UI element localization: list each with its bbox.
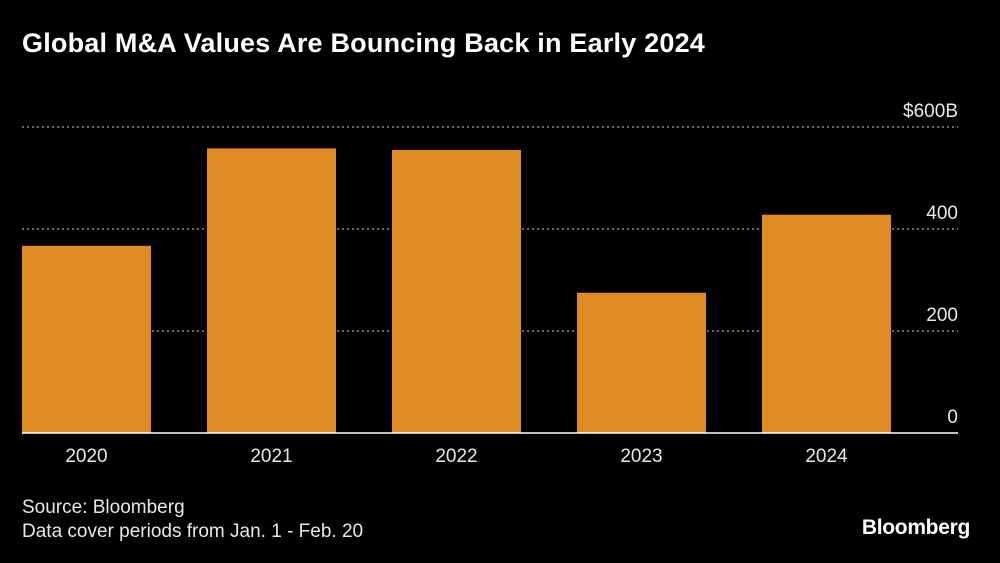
x-tick-label-2020: 2020: [65, 446, 107, 467]
bar-2020: [22, 245, 151, 433]
chart-footer: Source: Bloomberg Data cover periods fro…: [22, 496, 363, 544]
chart-title: Global M&A Values Are Bouncing Back in E…: [22, 28, 706, 58]
y-tick-label-200: 200: [926, 305, 958, 326]
source-note: Source: Bloomberg: [22, 497, 185, 518]
x-tick-label-2022: 2022: [435, 446, 477, 467]
bar-2022: [392, 149, 521, 433]
x-tick-label-2024: 2024: [805, 446, 848, 467]
bar-2024: [762, 214, 891, 433]
x-tick-label-2023: 2023: [620, 446, 662, 467]
bloomberg-logo: Bloomberg: [861, 516, 970, 539]
bar-2021: [207, 148, 336, 434]
bar-2023: [577, 292, 706, 433]
y-tick-label-400: 400: [926, 203, 958, 224]
data-period-note: Data cover periods from Jan. 1 - Feb. 20: [22, 521, 364, 542]
y-tick-label-0: 0: [947, 407, 958, 428]
y-tick-label-600: $600B: [903, 101, 958, 122]
x-tick-label-2021: 2021: [250, 446, 292, 467]
